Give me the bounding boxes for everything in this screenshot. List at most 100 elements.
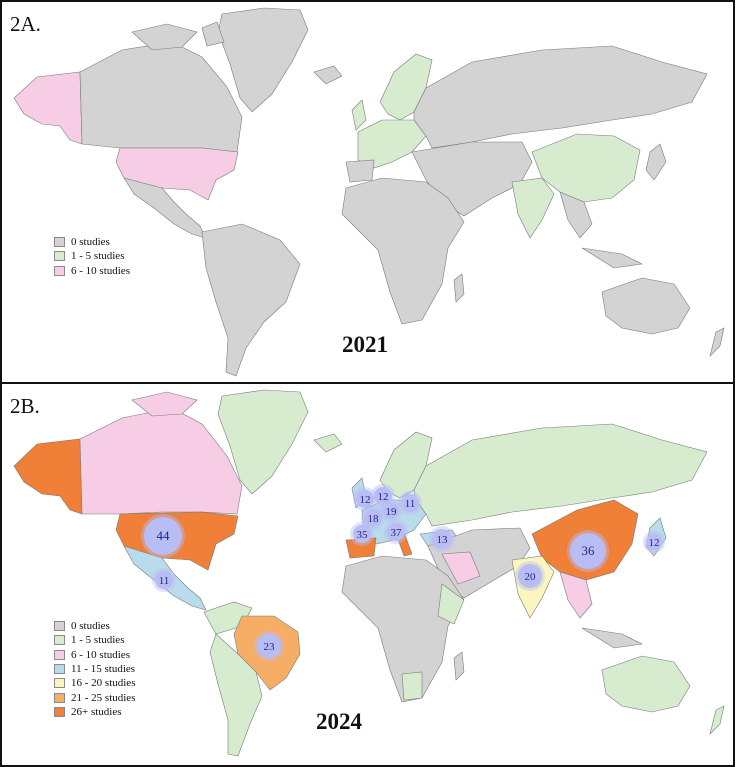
panel-label: 2B. (10, 394, 40, 418)
legend-swatch (54, 692, 65, 703)
new-zealand (709, 705, 725, 735)
study-count-bubble: 12 (353, 487, 377, 511)
study-count-bubble: 11 (152, 568, 176, 592)
study-count-bubble: 44 (141, 514, 185, 558)
africa (341, 177, 465, 325)
iceland (313, 433, 343, 453)
bubble-value: 11 (159, 575, 170, 587)
study-count-bubble: 12 (371, 484, 395, 508)
uk (351, 99, 367, 131)
study-count-bubble: 12 (643, 531, 665, 553)
russia (413, 423, 708, 527)
legend-label: 21 - 25 studies (71, 691, 136, 704)
bubble-circle (364, 509, 382, 527)
bubble-value: 11 (405, 498, 416, 510)
legend-swatch (54, 265, 65, 276)
legend-label: 0 studies (71, 620, 110, 633)
bubble-value: 19 (386, 506, 398, 518)
australia (601, 277, 691, 335)
alaska (13, 438, 83, 515)
bubble-value: 35 (357, 529, 369, 541)
legend-swatch (54, 635, 65, 646)
world-map-2021 (13, 7, 725, 377)
bubble-circle (518, 564, 542, 588)
arctic-islands (131, 391, 198, 417)
bubble-value: 36 (582, 543, 596, 558)
new-zealand (709, 327, 725, 357)
legend-label: 16 - 20 studies (71, 677, 136, 690)
bubble-circle (383, 503, 399, 519)
legend-item: 6 - 10 studies (54, 648, 135, 662)
legend-label: 11 - 15 studies (71, 663, 136, 676)
bubble-value: 12 (649, 537, 660, 549)
legend-item: 26+ studies (54, 705, 135, 719)
bubble-circle (646, 534, 662, 550)
bubble-value: 12 (378, 491, 389, 503)
china (531, 133, 641, 203)
study-count-bubble: 11 (398, 491, 422, 515)
australia (601, 655, 691, 713)
africa (341, 555, 465, 703)
iceland (313, 65, 343, 85)
bubble-circle (570, 533, 606, 569)
year-label: 2024 (316, 709, 362, 734)
bubble-circle (387, 523, 405, 541)
legend-item: 6 - 10 studies (54, 264, 130, 278)
legend-item: 21 - 25 studies (54, 690, 135, 704)
legend-swatch (54, 621, 65, 632)
southeast-asia (559, 191, 643, 269)
legend-swatch (54, 678, 65, 689)
panel-label: 2A. (10, 12, 41, 36)
iberia (345, 159, 375, 183)
legend-item: 11 - 15 studies (54, 662, 135, 676)
map-layer-2024 (13, 389, 725, 757)
legend-swatch (54, 664, 65, 675)
bubble-value: 18 (368, 513, 380, 525)
bubble-value: 13 (437, 534, 449, 546)
map-panel-2021: 2A. 0 studies 1 - 5 studies 6 - 10 studies… (0, 0, 735, 384)
legend-item: 1 - 5 studies (54, 249, 130, 263)
russia (413, 45, 708, 149)
southern-cone (209, 633, 263, 757)
greenland (217, 7, 309, 113)
legend-label: 1 - 5 studies (71, 634, 125, 647)
bubble-value: 23 (264, 641, 276, 653)
bubble-circle (401, 494, 419, 512)
study-count-bubble: 20 (515, 561, 545, 591)
bubble-circle (155, 571, 173, 589)
world-map-2024: 44 11 23 12 12 19 11 18 35 37 13 20 36 12 (13, 389, 725, 757)
study-count-bubbles: 44 11 23 12 12 19 11 18 35 37 13 20 36 12 (141, 484, 665, 661)
study-count-bubble: 37 (384, 520, 408, 544)
south-america (201, 223, 301, 377)
bubble-circle (374, 487, 392, 505)
indonesia (581, 627, 643, 649)
study-count-bubble: 23 (254, 631, 284, 661)
saudi-arabia (441, 551, 481, 585)
bubble-circle (144, 517, 182, 555)
study-count-bubble: 36 (567, 530, 609, 572)
legend-swatch (54, 706, 65, 717)
india (511, 177, 555, 239)
legend-label: 0 studies (71, 236, 110, 249)
study-count-bubble: 13 (429, 526, 455, 552)
bubble-value: 37 (391, 527, 403, 539)
bubble-circle (257, 634, 281, 658)
legend-item: 0 studies (54, 235, 130, 249)
map-panel-2024: 44 11 23 12 12 19 11 18 35 37 13 20 36 12 2B. 0 studi… (0, 382, 735, 767)
bubble-circle (356, 490, 374, 508)
legend-label: 1 - 5 studies (71, 250, 125, 263)
study-count-bubble: 35 (350, 522, 374, 546)
legend-label: 26+ studies (71, 705, 122, 718)
bubble-value: 44 (157, 528, 171, 543)
study-count-bubble: 19 (380, 500, 402, 522)
bubble-value: 12 (360, 494, 371, 506)
bubble-value: 20 (525, 571, 537, 583)
legend-item: 0 studies (54, 619, 135, 633)
madagascar (453, 651, 465, 681)
madagascar (453, 273, 465, 303)
bubble-circle (353, 525, 371, 543)
legend-swatch (54, 237, 65, 248)
alaska (13, 71, 83, 145)
canada (79, 407, 243, 515)
japan (645, 143, 667, 181)
